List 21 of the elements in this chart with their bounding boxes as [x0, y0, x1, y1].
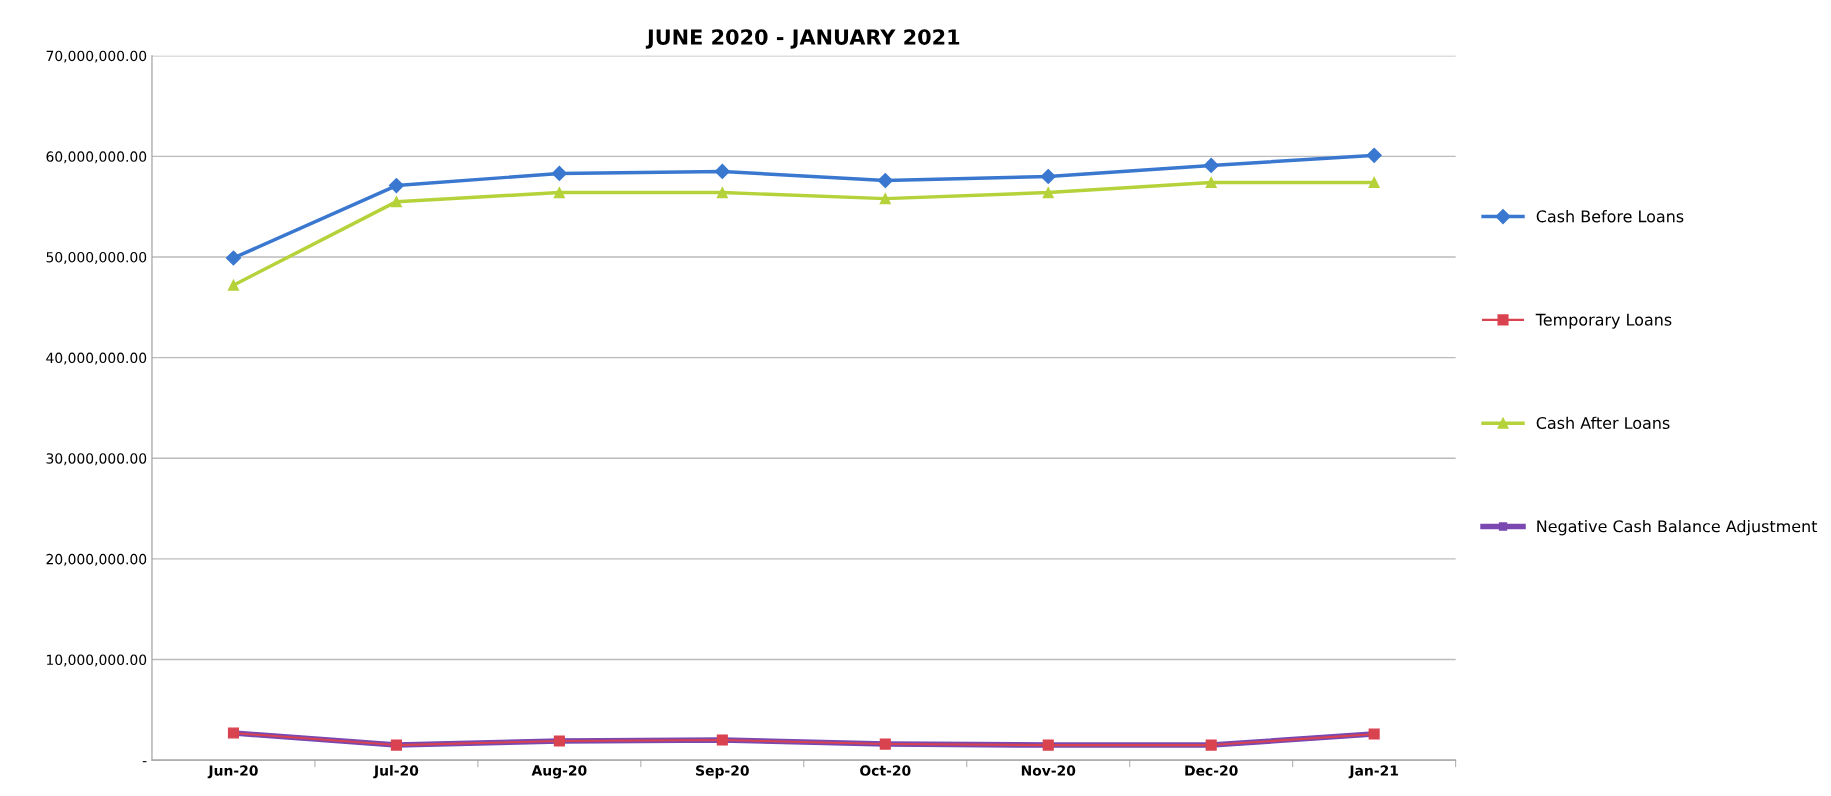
legend-label: Cash After Loans [1536, 416, 1670, 430]
y-tick-label: 40,000,000.00 [46, 352, 147, 365]
x-tick-label: Jan-21 [1348, 765, 1398, 779]
x-tick-label: Jun-20 [207, 765, 258, 779]
y-tick-label: 50,000,000.00 [46, 251, 147, 264]
x-tick-label: Dec-20 [1185, 765, 1238, 776]
y-tick-label: 70,000,000.00 [46, 50, 147, 63]
x-tick-label: Aug-20 [531, 765, 587, 779]
chart-title: JUNE 2020 - JANUARY 2021 [645, 29, 960, 49]
y-tick-label: - [142, 761, 147, 763]
legend-label: Temporary Loans [1535, 313, 1672, 329]
x-tick-label: Oct-20 [860, 765, 911, 776]
y-tick-label: 20,000,000.00 [46, 553, 147, 566]
x-tick-label: Sep-20 [696, 765, 749, 779]
x-tick-label: Nov-20 [1021, 765, 1076, 776]
y-tick-label: 10,000,000.00 [47, 654, 147, 667]
x-tick-label: Jul-20 [373, 765, 419, 779]
legend-label: Negative Cash Balance Adjustment [1537, 519, 1818, 536]
y-tick-label: 30,000,000.00 [46, 453, 147, 466]
legend-label: Cash Before Loans [1536, 210, 1684, 223]
y-tick-label: 60,000,000.00 [46, 151, 147, 164]
